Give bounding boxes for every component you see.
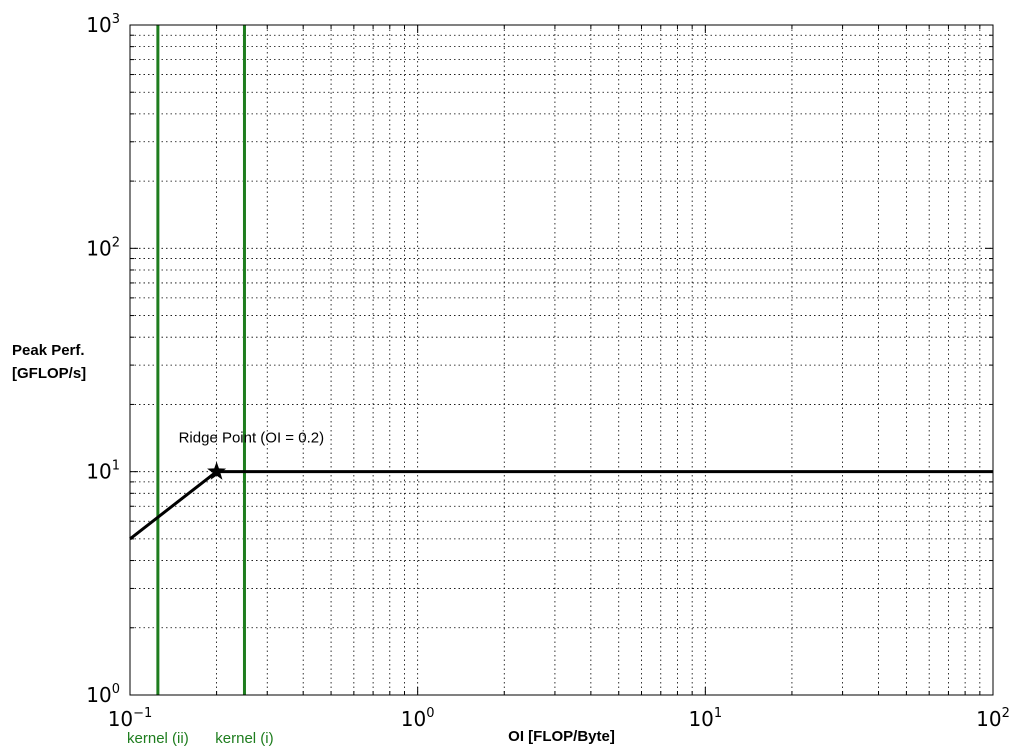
tick-label-base: 10 — [86, 460, 111, 484]
y-tick-label: 102 — [86, 235, 120, 260]
tick-label-base: 10 — [86, 13, 111, 37]
tick-label-exponent: 1 — [112, 459, 120, 474]
tick-label-exponent: 3 — [112, 12, 120, 27]
tick-label-base: 10 — [86, 236, 111, 260]
tick-label-base: 10 — [86, 683, 111, 707]
kernel-label: kernel (ii) — [127, 730, 189, 747]
plot-frame — [129, 24, 994, 696]
x-tick-label: 10−1 — [108, 706, 153, 731]
x-tick-label: 100 — [401, 706, 435, 731]
y-tick-label: 103 — [86, 12, 120, 37]
tick-label-base: 10 — [401, 707, 426, 731]
y-tick-label: 101 — [86, 459, 120, 484]
tick-label-base: 10 — [688, 707, 713, 731]
tick-label-exponent: −1 — [133, 706, 152, 721]
kernel-labels: kernel (ii) kernel (i) — [127, 730, 274, 747]
x-tick-labels: 10−1 100 101 102 — [108, 706, 1010, 731]
tick-label-exponent: 2 — [1002, 706, 1010, 721]
tick-label-base: 10 — [976, 707, 1001, 731]
tick-label-exponent: 0 — [112, 682, 120, 697]
y-tick-label: 100 — [86, 682, 120, 707]
x-tick-label: 101 — [688, 706, 722, 731]
ridge-point-label: Ridge Point (OI = 0.2) — [179, 430, 325, 447]
ridge-point-group: Ridge Point (OI = 0.2) — [179, 430, 325, 480]
kernel-label: kernel (i) — [215, 730, 273, 747]
x-axis-label: OI [FLOP/Byte] — [508, 728, 615, 745]
tick-label-base: 10 — [108, 707, 133, 731]
tick-label-exponent: 0 — [426, 706, 434, 721]
tick-label-exponent: 2 — [112, 235, 120, 250]
y-axis-label-line-2: [GFLOP/s] — [12, 365, 86, 382]
grid-lines — [129, 25, 993, 696]
kernel-lines — [156, 25, 246, 695]
tick-label-exponent: 1 — [714, 706, 722, 721]
y-axis-label-line-1: Peak Perf. — [12, 342, 85, 359]
axis-ticks — [129, 25, 993, 696]
ridge-point-marker — [207, 461, 227, 480]
x-tick-label: 102 — [976, 706, 1010, 731]
